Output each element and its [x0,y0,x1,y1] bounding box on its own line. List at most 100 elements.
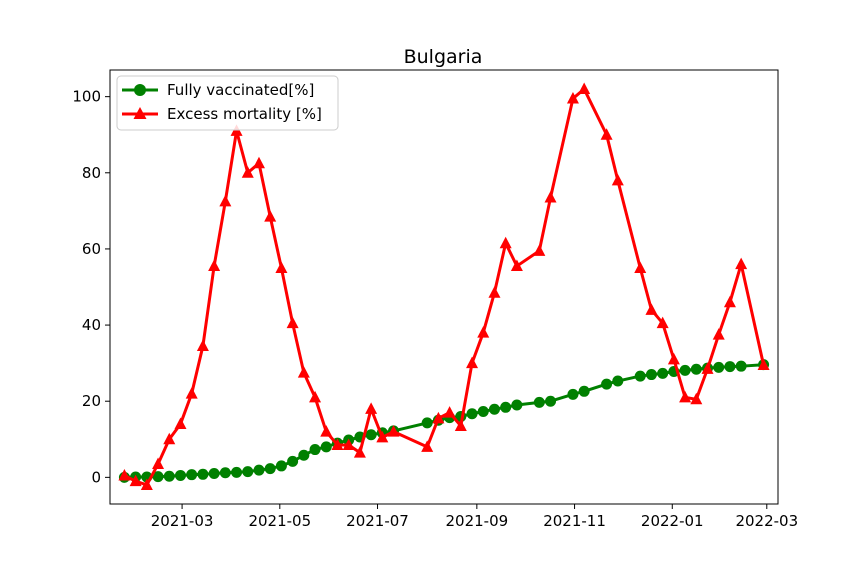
data-point-vaccinated [634,370,646,382]
data-point-vaccinated [163,470,175,482]
data-point-excess-mortality [432,411,445,424]
plot-frame [109,69,779,505]
y-tick-label: 100 [72,88,101,106]
data-point-vaccinated [219,467,231,479]
data-point-excess-mortality [566,92,579,104]
y-tick-label: 20 [82,392,101,410]
data-point-excess-mortality [656,316,669,329]
data-point-excess-mortality [219,194,232,207]
x-axis: 2021-03 2021-05 2021-07 2021-09 2021-11 2022-… [151,504,798,530]
data-point-excess-mortality [174,417,187,430]
data-point-vaccinated [545,395,557,407]
data-point-excess-mortality [320,425,333,437]
data-point-vaccinated [152,471,164,483]
data-point-vaccinated [365,429,377,441]
data-point-excess-mortality [252,156,265,169]
legend: Fully vaccinated[%] Excess mortality [%] [116,75,339,131]
data-point-vaccinated [488,403,500,415]
data-point-excess-mortality [735,257,748,270]
data-point-excess-mortality [454,419,467,431]
data-point-excess-mortality [365,402,378,414]
data-point-vaccinated [264,463,276,475]
data-point-vaccinated [275,460,287,472]
data-point-vaccinated [724,361,736,373]
legend-box [116,75,339,131]
y-tick-label: 60 [82,240,101,258]
data-point-excess-mortality [466,356,479,369]
data-point-excess-mortality [544,191,557,203]
legend-marker-vaccinated [134,84,146,96]
y-axis: 0 20 40 60 80 100 [72,88,110,486]
y-tick-label: 0 [91,468,101,486]
data-point-vaccinated [466,408,478,420]
data-point-vaccinated [298,449,310,461]
y-tick-label: 80 [82,164,101,182]
data-point-excess-mortality [578,82,591,95]
data-point-excess-mortality [600,128,613,140]
data-point-vaccinated [208,468,220,480]
y-tick-label: 40 [82,316,101,334]
data-point-excess-mortality [286,316,299,329]
data-point-vaccinated [287,455,299,467]
data-point-excess-mortality [421,440,434,452]
data-point-excess-mortality [185,387,198,399]
data-point-vaccinated [533,396,545,408]
data-point-excess-mortality [712,328,725,340]
data-point-vaccinated [679,364,691,376]
data-point-vaccinated [242,466,254,478]
data-point-excess-mortality [376,430,389,443]
data-point-vaccinated [320,441,332,453]
data-point-excess-mortality [208,259,221,272]
data-point-excess-mortality [118,468,131,481]
data-point-vaccinated [309,444,321,456]
data-point-vaccinated [231,466,243,478]
data-point-excess-mortality [387,425,400,437]
x-tick-label: 2021-05 [248,512,311,530]
series-layer [118,82,770,490]
data-point-excess-mortality [723,295,736,308]
data-point-excess-mortality [264,210,277,222]
legend-label-vaccinated: Fully vaccinated[%] [167,81,314,99]
data-point-vaccinated [197,468,209,480]
data-point-excess-mortality [129,474,142,487]
data-point-vaccinated [511,399,523,411]
data-point-excess-mortality [667,352,680,365]
data-point-excess-mortality [275,261,288,273]
data-point-excess-mortality [241,166,254,178]
data-point-excess-mortality [309,390,322,403]
legend-marker-excess-mortality [133,107,147,119]
data-point-vaccinated [174,469,186,481]
series-vaccinated [118,359,770,483]
data-point-excess-mortality [679,390,692,403]
data-point-excess-mortality [331,438,344,450]
x-tick-label: 2021-03 [151,512,214,530]
data-point-vaccinated [578,385,590,397]
data-point-excess-mortality [757,358,770,371]
x-tick-label: 2021-11 [543,512,606,530]
data-point-vaccinated [421,417,433,429]
data-point-vaccinated [601,378,613,390]
data-point-excess-mortality [690,392,703,405]
data-point-excess-mortality [196,339,209,352]
legend-entry-vaccinated: Fully vaccinated[%] [122,81,314,99]
data-point-excess-mortality [645,303,658,315]
data-point-excess-mortality [443,406,456,418]
x-tick-label: 2021-07 [346,512,409,530]
data-point-vaccinated [186,469,198,481]
data-point-excess-mortality [353,446,366,458]
data-point-vaccinated [713,361,725,373]
x-tick-label: 2021-09 [445,512,508,530]
legend-label-excess-mortality: Excess mortality [%] [167,105,322,123]
data-point-excess-mortality [342,438,355,450]
data-point-excess-mortality [634,261,647,273]
data-point-excess-mortality [510,259,523,272]
x-tick-label: 2022-01 [641,512,704,530]
x-tick-label: 2022-03 [735,512,798,530]
data-point-excess-mortality [477,326,490,338]
data-point-excess-mortality [140,478,153,490]
data-point-excess-mortality [499,236,512,249]
data-point-excess-mortality [297,366,310,378]
data-point-vaccinated [253,464,265,476]
data-point-excess-mortality [488,286,501,298]
